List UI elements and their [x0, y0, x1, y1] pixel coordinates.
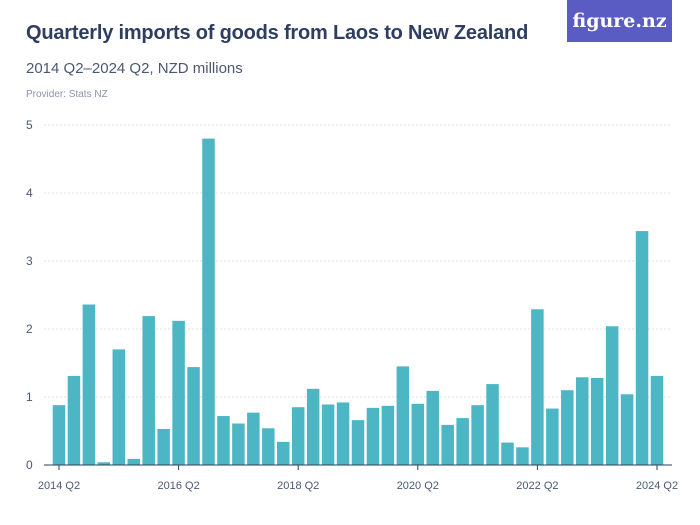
bar[interactable]: [546, 408, 559, 465]
bar[interactable]: [605, 326, 619, 465]
y-tick-label: 1: [26, 390, 33, 404]
bar[interactable]: [142, 316, 155, 465]
bar[interactable]: [501, 442, 514, 465]
bar[interactable]: [351, 420, 365, 465]
bar[interactable]: [516, 447, 529, 465]
bar[interactable]: [426, 390, 440, 465]
bar[interactable]: [172, 320, 185, 465]
bar[interactable]: [112, 349, 126, 465]
bar[interactable]: [590, 377, 604, 465]
bar[interactable]: [67, 375, 81, 465]
bar[interactable]: [650, 375, 664, 465]
x-tick-label: 2024 Q2: [636, 480, 678, 492]
bars: [52, 138, 664, 465]
y-tick-label: 3: [26, 254, 33, 268]
x-tick-label: 2018 Q2: [277, 480, 319, 492]
bar[interactable]: [441, 424, 454, 465]
bar[interactable]: [157, 428, 170, 465]
figure-nz-logo[interactable]: figure.nz: [567, 0, 672, 42]
bar[interactable]: [321, 404, 335, 465]
y-tick-label: 4: [26, 186, 33, 200]
bar[interactable]: [127, 458, 141, 465]
bar[interactable]: [336, 402, 350, 465]
bar[interactable]: [247, 412, 260, 465]
gridlines: [44, 124, 672, 398]
bar[interactable]: [277, 441, 290, 465]
bar[interactable]: [486, 384, 499, 465]
y-tick-label: 0: [26, 458, 33, 472]
bar[interactable]: [202, 138, 215, 465]
y-axis-ticks: 0 1 2 3 4 5: [26, 118, 33, 472]
bar[interactable]: [576, 377, 589, 465]
y-tick-label: 2: [26, 322, 33, 336]
bar[interactable]: [306, 388, 320, 465]
x-axis: 2014 Q2 2016 Q2 2018 Q2 2020 Q2 2022 Q2 2024 …: [38, 464, 678, 492]
bar[interactable]: [561, 390, 574, 465]
bar[interactable]: [396, 366, 410, 465]
data-provider: Provider: Stats NZ: [26, 89, 108, 100]
bar[interactable]: [620, 394, 634, 465]
x-tick-label: 2022 Q2: [516, 480, 558, 492]
bar[interactable]: [291, 407, 305, 465]
bar[interactable]: [366, 407, 380, 465]
x-tick-label: 2016 Q2: [157, 480, 199, 492]
bar[interactable]: [97, 462, 111, 465]
chart-title: Quarterly imports of goods from Laos to …: [26, 22, 529, 44]
bar[interactable]: [471, 405, 484, 465]
bar[interactable]: [262, 428, 275, 465]
bar[interactable]: [456, 418, 469, 465]
bar[interactable]: [381, 405, 395, 465]
bar[interactable]: [232, 423, 245, 465]
bar[interactable]: [187, 367, 200, 465]
bar[interactable]: [82, 304, 96, 465]
bar[interactable]: [52, 405, 66, 465]
y-tick-label: 5: [26, 118, 33, 132]
x-tick-label: 2014 Q2: [38, 480, 80, 492]
bar[interactable]: [411, 403, 425, 465]
bar[interactable]: [635, 231, 649, 465]
x-tick-label: 2020 Q2: [397, 480, 439, 492]
bar[interactable]: [217, 416, 230, 465]
chart-subtitle: 2014 Q2–2024 Q2, NZD millions: [26, 60, 243, 77]
bar[interactable]: [531, 309, 544, 465]
